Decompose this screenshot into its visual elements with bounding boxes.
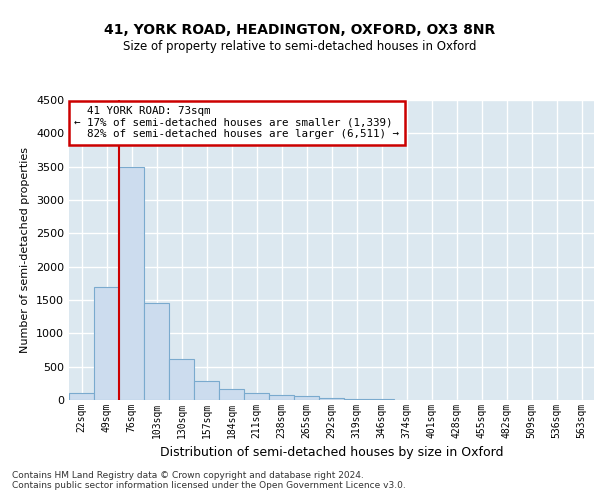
Bar [319, 398, 344, 400]
Bar [244, 394, 269, 400]
Bar [169, 358, 194, 400]
Text: Size of property relative to semi-detached houses in Oxford: Size of property relative to semi-detach… [123, 40, 477, 53]
Text: 41, YORK ROAD, HEADINGTON, OXFORD, OX3 8NR: 41, YORK ROAD, HEADINGTON, OXFORD, OX3 8… [104, 22, 496, 36]
Bar [144, 304, 169, 400]
Bar [344, 399, 369, 400]
Bar [94, 286, 119, 400]
Bar [269, 394, 294, 400]
Text: Contains HM Land Registry data © Crown copyright and database right 2024.
Contai: Contains HM Land Registry data © Crown c… [12, 470, 406, 490]
Text: 41 YORK ROAD: 73sqm
← 17% of semi-detached houses are smaller (1,339)
  82% of s: 41 YORK ROAD: 73sqm ← 17% of semi-detach… [74, 106, 399, 139]
Bar [69, 392, 94, 400]
Bar [294, 396, 319, 400]
Bar [119, 166, 144, 400]
Bar [219, 388, 244, 400]
X-axis label: Distribution of semi-detached houses by size in Oxford: Distribution of semi-detached houses by … [160, 446, 503, 460]
Y-axis label: Number of semi-detached properties: Number of semi-detached properties [20, 147, 31, 353]
Bar [194, 380, 219, 400]
